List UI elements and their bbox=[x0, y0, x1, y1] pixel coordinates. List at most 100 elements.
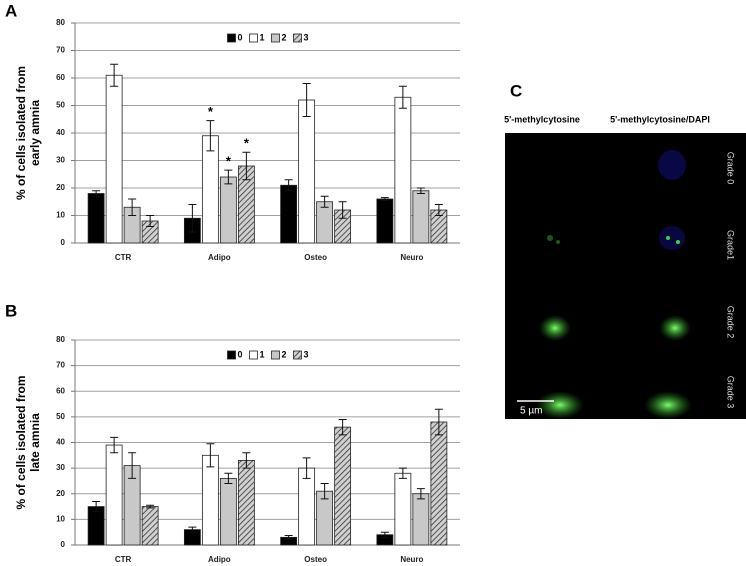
bar bbox=[430, 421, 448, 546]
bar bbox=[394, 96, 412, 244]
legend-swatch bbox=[271, 350, 280, 360]
row-label: Grade 0 bbox=[726, 152, 736, 185]
bar bbox=[219, 176, 237, 244]
y-tick-label: 40 bbox=[56, 438, 65, 447]
y-tick-label: 0 bbox=[61, 540, 66, 549]
bar bbox=[201, 135, 219, 244]
legend-label: 1 bbox=[260, 349, 265, 359]
y-tick-label: 50 bbox=[56, 412, 65, 421]
bar bbox=[237, 460, 255, 546]
error-bar bbox=[110, 63, 119, 87]
error-bar bbox=[380, 197, 389, 201]
error-bar bbox=[128, 452, 137, 479]
y-tick-label: 60 bbox=[56, 73, 65, 82]
bar bbox=[334, 426, 352, 546]
error-bar bbox=[92, 500, 101, 513]
legend-swatch bbox=[227, 33, 236, 43]
legend-swatch bbox=[249, 350, 258, 360]
row-label: Grade 2 bbox=[726, 306, 736, 339]
row-label: Grade1 bbox=[726, 230, 736, 260]
y-tick-label: 10 bbox=[56, 211, 65, 220]
error-bar bbox=[320, 195, 329, 208]
error-bar bbox=[188, 204, 197, 233]
error-bar bbox=[416, 488, 425, 500]
y-tick-label: 70 bbox=[56, 361, 65, 370]
x-tick-label: CTR bbox=[115, 253, 132, 262]
legend-label: 2 bbox=[282, 32, 287, 42]
y-tick-label: 80 bbox=[56, 18, 65, 27]
bar bbox=[219, 477, 237, 546]
error-bar bbox=[284, 535, 293, 540]
legend-label: 1 bbox=[260, 32, 265, 42]
bar bbox=[87, 506, 105, 546]
error-bar bbox=[302, 457, 311, 479]
error-bar bbox=[92, 190, 101, 197]
legend-label: 2 bbox=[282, 349, 287, 359]
bar bbox=[316, 201, 334, 244]
significance-label: * bbox=[226, 154, 232, 169]
cell-images bbox=[536, 150, 692, 419]
y-tick-label: 80 bbox=[56, 335, 65, 344]
error-bar bbox=[284, 179, 293, 192]
error-bar bbox=[128, 198, 137, 216]
bar bbox=[280, 184, 298, 244]
x-tick-label: Adipo bbox=[208, 555, 231, 564]
x-tick-label: CTR bbox=[115, 555, 132, 564]
error-bar bbox=[110, 436, 119, 454]
error-bar bbox=[188, 526, 197, 533]
y-tick-label: 10 bbox=[56, 514, 65, 523]
column-header: 5'-methylcytosine/DAPI bbox=[610, 114, 710, 124]
x-tick-label: Osteo bbox=[304, 253, 327, 262]
error-bar bbox=[224, 169, 233, 185]
bar bbox=[87, 193, 105, 244]
y-axis-label: % of cells isolated from bbox=[14, 375, 28, 509]
column-header: 5'-methylcytosine bbox=[504, 114, 580, 124]
y-tick-label: 30 bbox=[56, 156, 65, 165]
scale-label: 5 µm bbox=[520, 406, 542, 417]
y-tick-label: 0 bbox=[61, 238, 66, 247]
legend-label: 0 bbox=[238, 349, 243, 359]
legend-label: 3 bbox=[304, 349, 309, 359]
panel-label: A bbox=[5, 1, 17, 20]
legend-swatch bbox=[249, 33, 258, 43]
y-tick-label: 20 bbox=[56, 489, 65, 498]
error-bar bbox=[242, 151, 251, 181]
bar bbox=[298, 99, 316, 244]
bar bbox=[376, 198, 394, 244]
error-bar bbox=[320, 483, 329, 500]
error-bar bbox=[206, 120, 215, 152]
significance-label: * bbox=[208, 104, 214, 119]
y-tick-label: 60 bbox=[56, 386, 65, 395]
significance-label: * bbox=[244, 136, 250, 151]
error-bar bbox=[224, 472, 233, 484]
panel-label: B bbox=[5, 301, 17, 320]
error-bar bbox=[380, 531, 389, 538]
error-bar bbox=[398, 85, 407, 109]
legend-label: 3 bbox=[304, 32, 309, 42]
row-label: Grade 3 bbox=[726, 376, 736, 409]
y-tick-label: 40 bbox=[56, 128, 65, 137]
error-bar bbox=[146, 215, 155, 227]
error-bar bbox=[206, 443, 215, 468]
y-axis-label: late amnia bbox=[28, 413, 42, 472]
x-tick-label: Osteo bbox=[304, 555, 327, 564]
bar bbox=[298, 467, 316, 546]
error-bar bbox=[416, 187, 425, 194]
y-tick-label: 70 bbox=[56, 46, 65, 55]
legend-swatch bbox=[227, 350, 236, 360]
legend-label: 0 bbox=[238, 32, 243, 42]
y-tick-label: 50 bbox=[56, 101, 65, 110]
bar bbox=[105, 74, 123, 244]
error-bar bbox=[338, 418, 347, 436]
legend-swatch bbox=[271, 33, 280, 43]
legend-swatch bbox=[293, 350, 302, 360]
y-axis-label: % of cells isolated from bbox=[14, 66, 28, 200]
y-tick-label: 20 bbox=[56, 183, 65, 192]
error-bar bbox=[434, 204, 443, 216]
error-bar bbox=[146, 504, 155, 509]
x-tick-label: Neuro bbox=[400, 253, 423, 262]
bar bbox=[412, 493, 430, 546]
x-tick-label: Adipo bbox=[208, 253, 231, 262]
bar bbox=[201, 454, 219, 546]
